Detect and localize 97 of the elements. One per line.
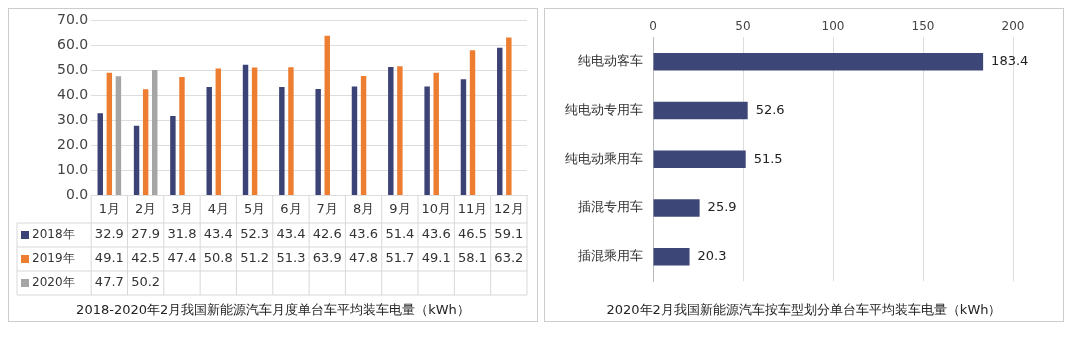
bar: [279, 86, 285, 195]
x-tick-label: 10月: [421, 200, 451, 216]
data-label: 63.9: [312, 250, 342, 266]
data-label: 58.1: [458, 250, 487, 266]
y-tick-label: 纯电动客车: [578, 53, 643, 69]
bar: [388, 66, 394, 195]
x-tick-label: 5月: [243, 200, 266, 216]
x-tick-label: 7月: [316, 200, 338, 216]
bar: [97, 113, 103, 195]
bar: [351, 86, 358, 195]
data-label: 59.1: [494, 226, 524, 242]
bar: [653, 53, 984, 71]
data-label: 52.6: [755, 101, 785, 117]
data-label: 47.7: [94, 274, 124, 290]
data-label: 42.5: [131, 250, 161, 266]
x-tick-label: 12月: [494, 200, 524, 216]
bar: [433, 72, 439, 195]
bar: [424, 86, 430, 195]
y-tick-label: 60.0: [57, 36, 89, 53]
bar: [206, 86, 212, 195]
bar: [242, 64, 249, 195]
y-tick-label: 50.0: [57, 61, 89, 78]
bar: [653, 150, 746, 169]
data-label: 32.9: [94, 226, 124, 242]
y-tick-label: 插混专用车: [578, 199, 643, 215]
data-label: 51.7: [385, 250, 415, 266]
y-tick-label: 20.0: [57, 136, 89, 153]
x-tick-label: 6月: [280, 200, 302, 216]
bar: [115, 76, 122, 195]
x-tick-label: 50: [735, 19, 751, 34]
data-label: 50.2: [131, 274, 161, 290]
bar: [324, 35, 330, 195]
data-label: 51.4: [385, 226, 415, 242]
data-label: 49.1: [94, 250, 124, 266]
data-label: 183.4: [991, 53, 1029, 69]
bar: [360, 75, 367, 195]
x-tick-label: 150: [911, 19, 935, 34]
legend-label: 2020年: [32, 275, 75, 290]
data-label: 50.8: [203, 250, 233, 266]
x-tick-label: 0: [649, 19, 657, 34]
data-label: 43.6: [421, 226, 451, 242]
bar: [251, 67, 258, 195]
bar: [653, 199, 700, 217]
bar: [133, 125, 140, 195]
bar: [170, 115, 176, 195]
bar: [152, 69, 158, 195]
data-label: 43.4: [276, 226, 306, 242]
legend-label: 2019年: [32, 251, 75, 266]
data-label: 52.3: [240, 226, 270, 242]
data-label: 51.5: [753, 150, 783, 166]
text: 2018-2020年2月我国新能源汽车月度单台车平均装车电量（kWh）: [75, 301, 471, 319]
data-label: 43.6: [349, 226, 379, 242]
text: 2020年2月我国新能源汽车按车型划分单台车平均装车电量（kWh）: [605, 301, 1003, 319]
x-tick-label: 100: [821, 19, 845, 34]
x-tick-label: 2月: [135, 200, 157, 216]
data-label: 51.3: [276, 250, 306, 266]
y-tick-label: 30.0: [57, 111, 89, 128]
bar: [106, 72, 113, 195]
bar: [288, 67, 294, 195]
data-label: 42.6: [312, 226, 342, 242]
data-label: 31.8: [167, 226, 197, 242]
data-label: 51.2: [240, 250, 270, 266]
data-label: 63.2: [494, 250, 524, 266]
x-tick-label: 3月: [171, 200, 193, 216]
data-label: 46.5: [458, 226, 487, 242]
bar: [460, 79, 467, 195]
x-tick-label: 11月: [457, 200, 488, 216]
x-tick-label: 8月: [352, 200, 375, 216]
y-tick-label: 纯电动乘用车: [565, 150, 643, 166]
bar: [397, 66, 403, 195]
x-tick-label: 1月: [98, 200, 120, 216]
y-tick-label: 0.0: [65, 186, 89, 203]
data-label: 43.4: [203, 226, 233, 242]
data-label: 47.4: [167, 250, 197, 266]
bar: [179, 76, 185, 195]
data-label: 20.3: [697, 248, 727, 264]
y-tick-label: 插混乘用车: [578, 248, 643, 264]
y-tick-label: 纯电动专用车: [565, 101, 643, 117]
x-tick-label: 200: [1001, 19, 1025, 34]
y-tick-label: 70.0: [57, 11, 89, 28]
bar: [315, 88, 321, 195]
data-label: 27.9: [131, 226, 161, 242]
y-tick-label: 10.0: [57, 161, 89, 178]
bar: [506, 37, 512, 195]
bar: [653, 248, 690, 266]
y-tick-label: 40.0: [57, 86, 89, 103]
x-tick-label: 4月: [207, 200, 229, 216]
legend-label: 2018年: [32, 227, 75, 242]
x-tick-label: 9月: [389, 200, 411, 216]
bar: [142, 89, 149, 195]
data-label: 49.1: [421, 250, 451, 266]
bar: [497, 47, 503, 195]
data-label: 25.9: [707, 199, 737, 215]
bar: [653, 101, 748, 120]
bar: [215, 68, 222, 195]
bar: [469, 50, 476, 195]
data-label: 47.8: [349, 250, 379, 266]
